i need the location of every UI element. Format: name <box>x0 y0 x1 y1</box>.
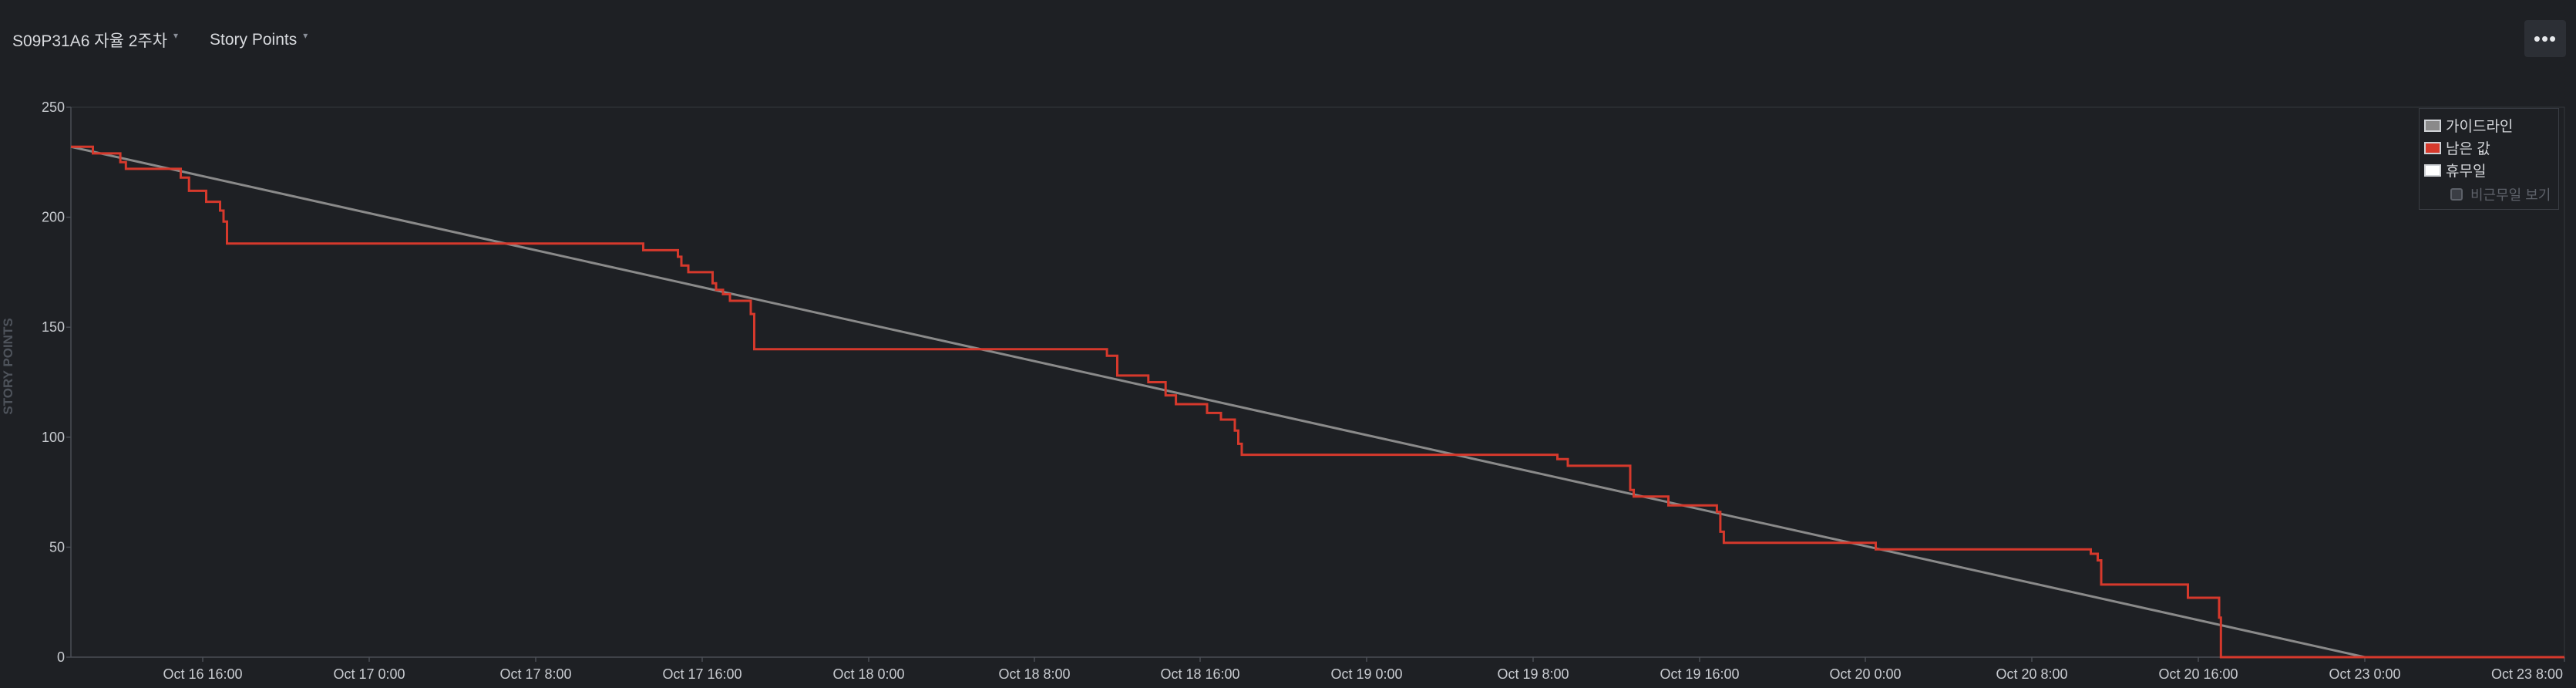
y-tick-label: 50 <box>49 539 65 555</box>
chart-legend: 가이드라인 남은 값 휴무일 비근무일 보기 <box>2419 108 2559 210</box>
checkbox[interactable] <box>2450 188 2463 201</box>
x-tick-label: Oct 20 16:00 <box>2158 666 2238 682</box>
y-tick-label: 200 <box>42 210 65 225</box>
legend-label-guideline: 가이드라인 <box>2446 119 2514 135</box>
sprint-dropdown[interactable]: S09P31A6 자율 2주차 ▾ <box>12 28 178 52</box>
y-tick-label: 250 <box>42 99 65 115</box>
legend-item-remaining[interactable]: 남은 값 <box>2424 137 2490 158</box>
sprint-label: S09P31A6 자율 2주차 <box>12 32 168 50</box>
legend-label-holiday: 휴무일 <box>2446 164 2487 180</box>
chevron-down-icon: ▾ <box>303 30 308 41</box>
remaining-swatch <box>2424 141 2441 154</box>
y-tick-label: 0 <box>57 649 65 665</box>
chart-series <box>70 145 2564 659</box>
show-nonworking-toggle[interactable]: 비근무일 보기 <box>2450 184 2551 204</box>
x-tick-label: Oct 23 0:00 <box>2329 666 2400 682</box>
chart-axes: 0 50 100 150 200 250 Oct 16 16:00 Oct 17 0:00 Oc… <box>42 99 2565 682</box>
x-tick-label: Oct 17 16:00 <box>662 666 742 682</box>
series-guideline <box>70 145 2366 659</box>
x-tick-label: Oct 19 0:00 <box>1330 666 1402 682</box>
show-nonworking-label: 비근무일 보기 <box>2470 187 2551 203</box>
x-tick-label: Oct 20 8:00 <box>1996 666 2067 682</box>
chevron-down-icon: ▾ <box>173 30 179 41</box>
x-tick-label: Oct 19 8:00 <box>1497 666 1569 682</box>
x-tick-label: Oct 18 0:00 <box>832 666 904 682</box>
y-axis-label: STORY POINTS <box>1 318 15 414</box>
x-tick-label: Oct 20 0:00 <box>1829 666 1901 682</box>
x-tick-label: Oct 23 8:00 <box>2491 666 2563 682</box>
guideline-swatch <box>2424 119 2441 132</box>
metric-dropdown[interactable]: Story Points ▾ <box>210 28 308 52</box>
legend-label-remaining: 남은 값 <box>2446 141 2490 157</box>
plot-frame <box>70 106 2565 658</box>
more-icon: ••• <box>2533 26 2558 50</box>
more-options-button[interactable]: ••• <box>2524 20 2566 57</box>
x-tick-label: Oct 16 16:00 <box>163 666 242 682</box>
series-remaining <box>71 145 2564 659</box>
x-tick-label: Oct 18 8:00 <box>998 666 1070 682</box>
x-tick-label: Oct 18 16:00 <box>1160 666 1239 682</box>
x-tick-label: Oct 17 8:00 <box>499 666 571 682</box>
y-tick-label: 100 <box>42 430 65 445</box>
top-bar: S09P31A6 자율 2주차 ▾ Story Points ▾ ••• <box>0 0 2576 85</box>
legend-item-holiday[interactable]: 휴무일 <box>2424 160 2486 180</box>
x-tick-label: Oct 17 0:00 <box>333 666 405 682</box>
x-tick-label: Oct 19 16:00 <box>1660 666 1739 682</box>
metric-label: Story Points <box>210 31 298 49</box>
holiday-swatch <box>2424 164 2441 177</box>
y-tick-label: 150 <box>42 319 65 335</box>
legend-item-guideline[interactable]: 가이드라인 <box>2424 115 2513 136</box>
